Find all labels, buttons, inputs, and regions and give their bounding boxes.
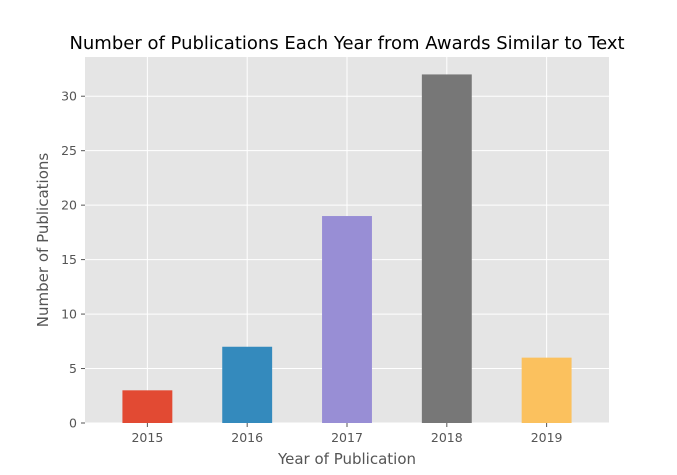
y-tick-label: 10: [61, 307, 77, 322]
x-tick-label: 2015: [131, 430, 163, 445]
x-axis-ticks: 2015 2016 2017 2018 2019: [131, 423, 563, 445]
y-tick-label: 25: [61, 143, 77, 158]
y-axis-ticks: 0 5 10 15 20 25 30: [61, 89, 85, 431]
bars: [122, 74, 572, 423]
y-tick-label: 0: [69, 416, 77, 431]
bar-2017: [322, 216, 372, 423]
chart-title: Number of Publications Each Year from Aw…: [69, 33, 624, 54]
x-tick-label: 2018: [431, 430, 463, 445]
x-tick-label: 2017: [331, 430, 363, 445]
y-tick-label: 5: [69, 361, 77, 376]
x-axis-label: Year of Publication: [277, 450, 416, 468]
y-tick-label: 15: [61, 252, 77, 267]
y-tick-label: 30: [61, 89, 77, 104]
bar-2015: [122, 390, 173, 423]
bar-2018: [421, 74, 472, 423]
y-tick-label: 20: [61, 198, 77, 213]
x-tick-label: 2016: [231, 430, 263, 445]
y-axis-label: Number of Publications: [34, 153, 52, 328]
bar-2016: [222, 346, 273, 423]
x-tick-label: 2019: [531, 430, 563, 445]
bar-2019: [521, 357, 572, 423]
